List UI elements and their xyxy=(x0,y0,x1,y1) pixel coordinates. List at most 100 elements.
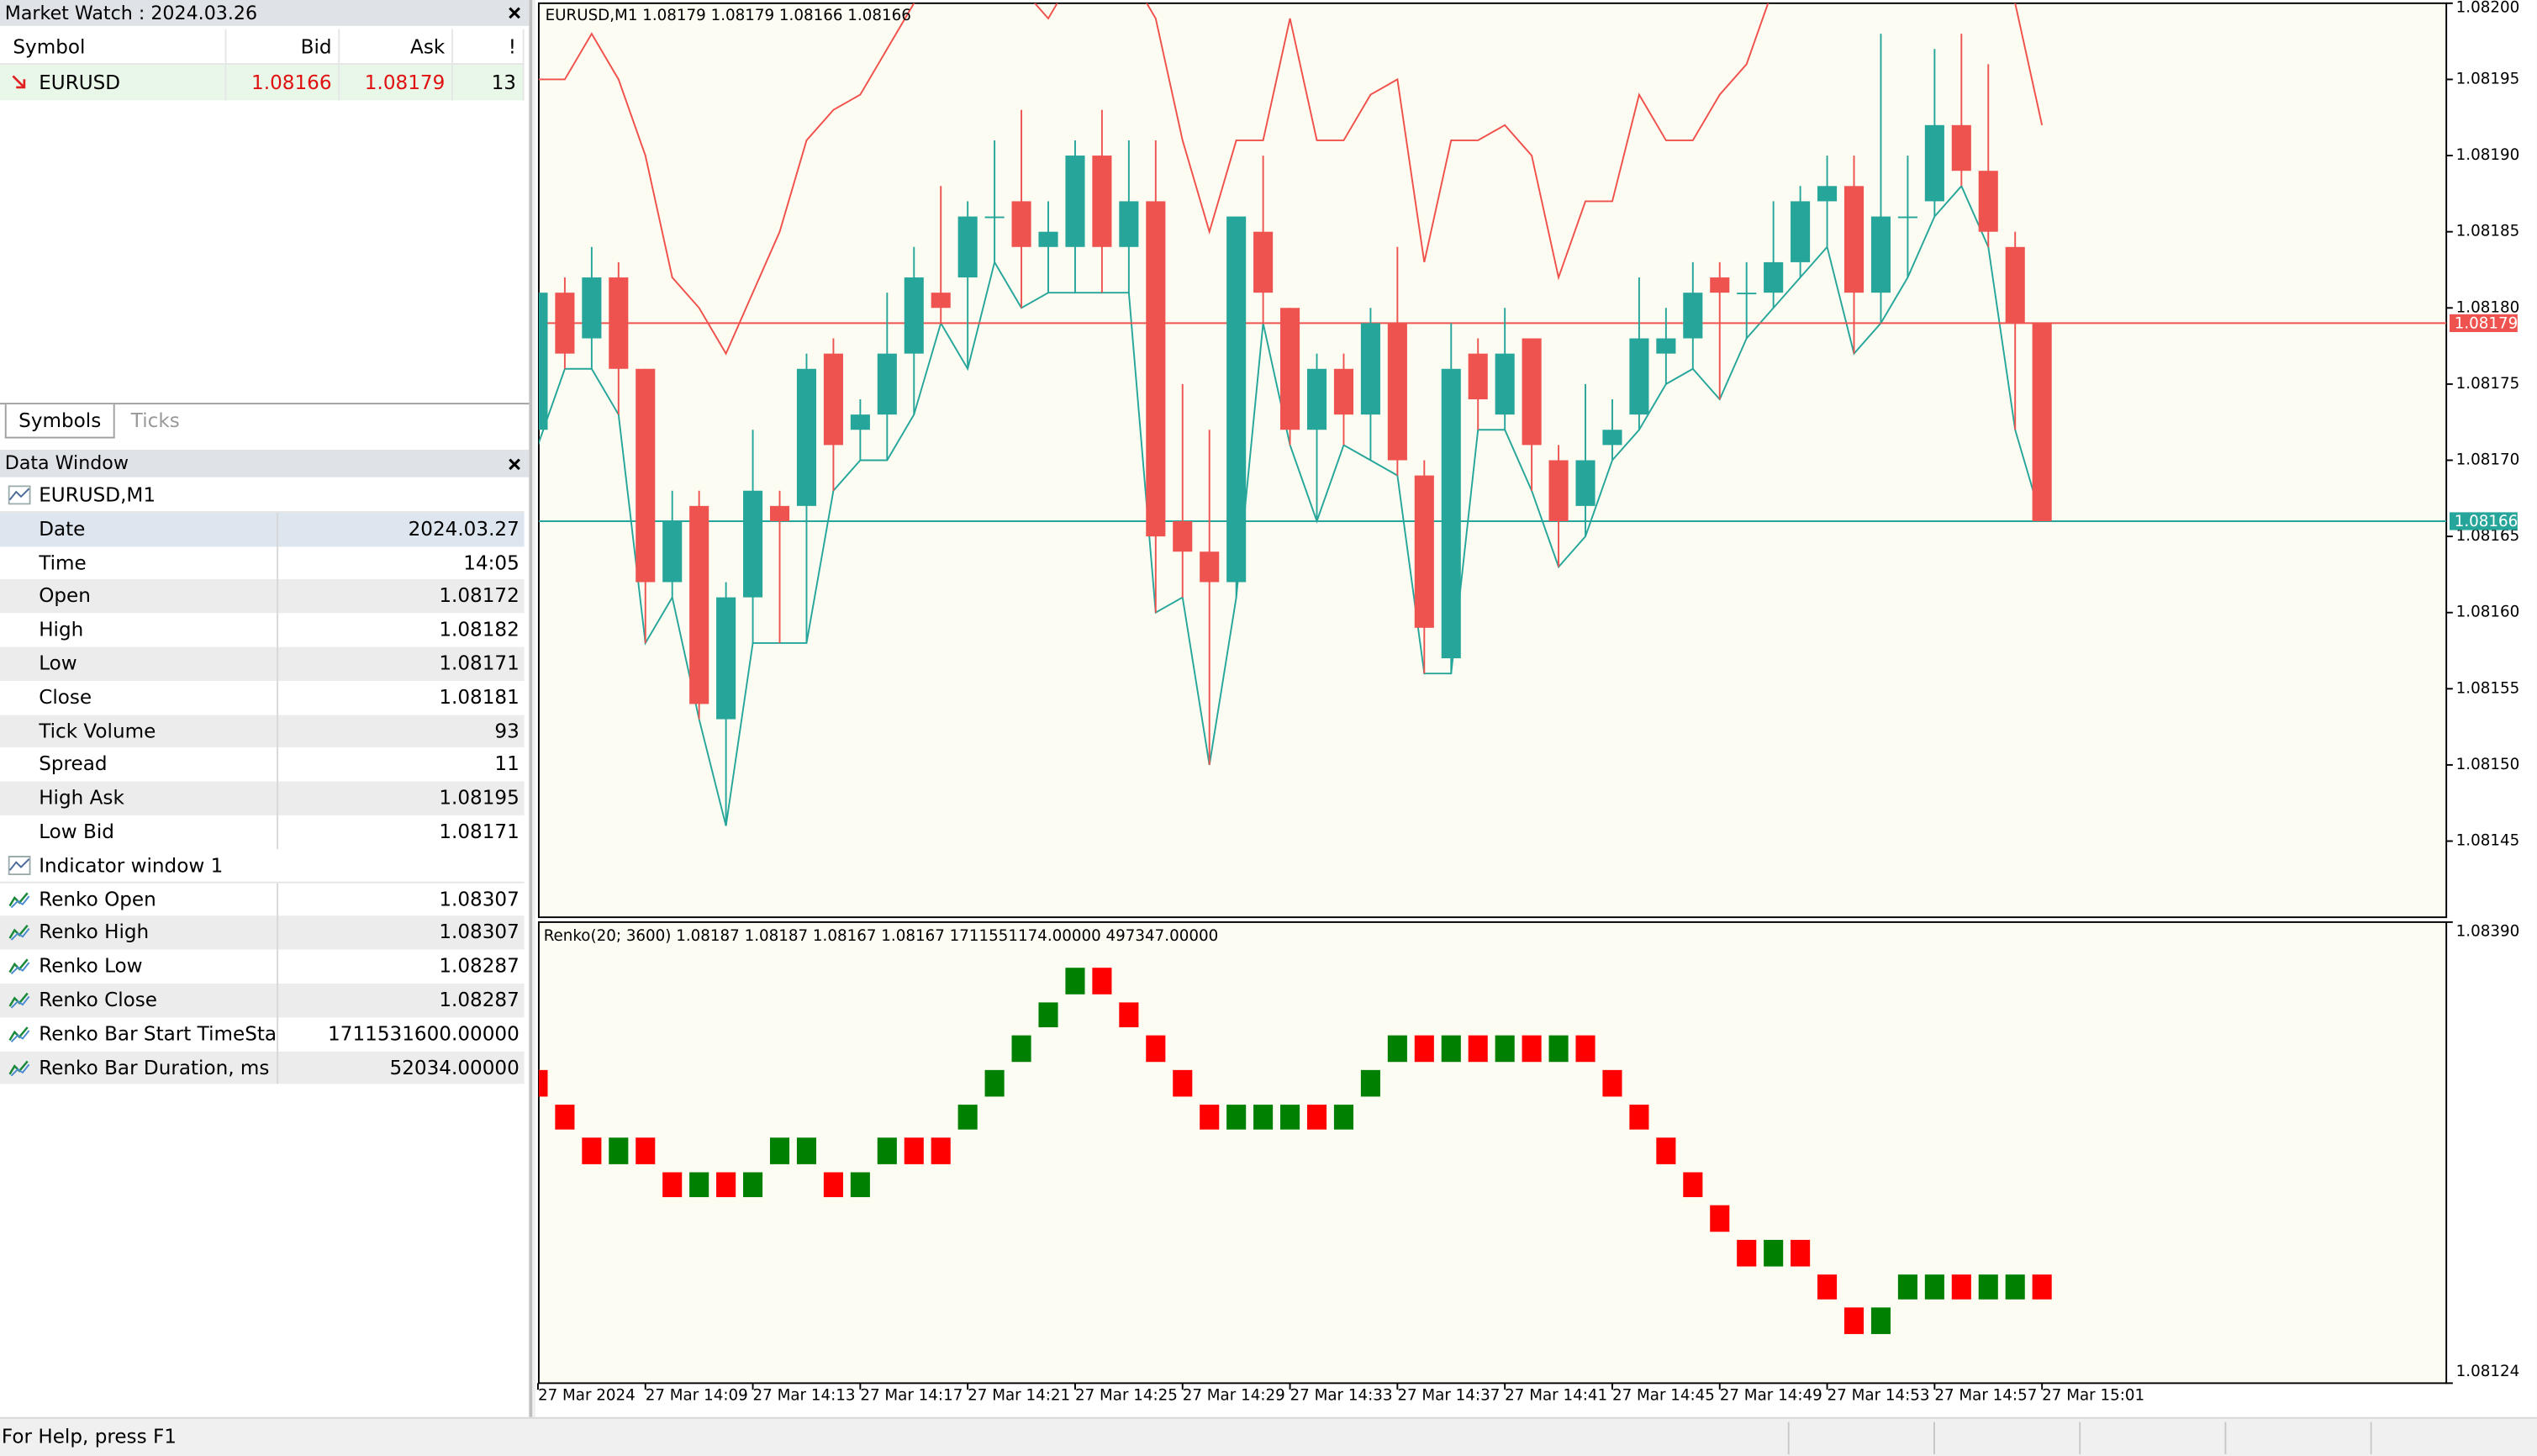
renko-brick xyxy=(904,1137,924,1164)
close-icon xyxy=(509,7,520,19)
symbol-cell[interactable]: 1.08166 xyxy=(226,64,340,101)
candle-body xyxy=(1200,551,1220,583)
price-tag xyxy=(2449,512,2518,530)
renko-brick xyxy=(1495,1035,1515,1063)
data-row xyxy=(0,915,525,950)
data-row xyxy=(0,613,525,647)
data-label: Renko Bar Start TimeSta... xyxy=(39,1017,279,1052)
data-value: 1.08171 xyxy=(439,820,520,843)
section-title[interactable]: Indicator window 1 xyxy=(39,853,224,877)
candle-body xyxy=(1870,216,1891,293)
tab[interactable]: Ticks xyxy=(130,409,180,432)
data-value: 1.08171 xyxy=(439,652,520,675)
candle-body xyxy=(743,490,763,598)
close-button[interactable] xyxy=(504,2,526,24)
price-tag-label: 1.08166 xyxy=(2455,513,2519,530)
candle-body xyxy=(1092,156,1112,247)
renko-brick xyxy=(1629,1105,1649,1130)
candle-body xyxy=(1683,293,1703,339)
candle-body xyxy=(1575,460,1596,506)
renko-plot xyxy=(537,921,2448,1385)
renko-brick xyxy=(796,1137,817,1164)
candle-body xyxy=(1038,231,1058,247)
section-icon xyxy=(8,855,31,875)
data-value: 93 xyxy=(494,719,520,742)
symbol-cell[interactable]: 13 xyxy=(453,64,525,101)
candle-body xyxy=(1333,368,1354,415)
candle-body xyxy=(1656,338,1676,354)
renko-brick xyxy=(1897,1274,1917,1300)
data-value: 1.08307 xyxy=(439,921,520,944)
main-series xyxy=(538,3,2447,826)
panel-title: Market Watch : 2024.03.26 xyxy=(0,0,530,26)
candle-body xyxy=(769,505,790,521)
tab-strip xyxy=(0,403,530,405)
candle-body xyxy=(1897,216,1917,219)
section-icon xyxy=(8,485,31,505)
candle-body xyxy=(1414,475,1434,628)
candle-body xyxy=(1522,338,1542,446)
renko-brick xyxy=(1387,1035,1407,1063)
indicator-icon xyxy=(8,1024,31,1043)
data-label: Close xyxy=(39,680,279,715)
candle-body xyxy=(1146,201,1166,537)
x-tick-label: 27 Mar 2024 xyxy=(538,1387,636,1405)
renko-brick xyxy=(1817,1274,1838,1300)
renko-brick xyxy=(1791,1239,1811,1267)
tab[interactable]: Symbols xyxy=(4,404,115,439)
data-row xyxy=(0,815,525,849)
candle-body xyxy=(1764,261,1784,293)
data-label: Renko Close xyxy=(39,984,279,1018)
candle-body xyxy=(1602,430,1622,446)
indicator-icon xyxy=(8,889,31,909)
candle-body xyxy=(582,277,602,339)
candle-body xyxy=(984,216,1005,219)
renko-brick xyxy=(957,1105,978,1130)
candle-body xyxy=(716,597,736,720)
candle-body xyxy=(2032,323,2052,521)
renko-brick xyxy=(636,1137,656,1164)
data-label: Open xyxy=(39,579,279,614)
panel-title: Data Window xyxy=(0,449,530,477)
renko-brick xyxy=(1306,1105,1327,1130)
main-plot xyxy=(537,2,2448,919)
close-button[interactable] xyxy=(504,453,526,476)
data-label: Tick Volume xyxy=(39,714,279,748)
y-tick-label: 1.08165 xyxy=(2456,527,2520,545)
section-title[interactable]: EURUSD,M1 xyxy=(39,483,156,507)
renko-brick xyxy=(609,1137,629,1164)
candle-body xyxy=(931,293,951,309)
data-value: 2024.03.27 xyxy=(408,517,520,541)
x-tick-label: 27 Mar 14:45 xyxy=(1612,1387,1715,1405)
renko-brick xyxy=(1710,1205,1730,1232)
renko-brick xyxy=(1978,1274,1998,1300)
data-value: 1711531600.00000 xyxy=(328,1021,520,1045)
data-value: 1.08287 xyxy=(439,988,520,1011)
data-row xyxy=(0,1017,525,1052)
column-header: Ask xyxy=(340,29,453,65)
y-tick-label: 1.08160 xyxy=(2456,604,2520,621)
candle-body xyxy=(1629,338,1649,415)
y-tick-label: 1.08180 xyxy=(2456,298,2520,316)
x-tick-label: 27 Mar 14:57 xyxy=(1934,1387,2037,1405)
symbol-cell[interactable]: EURUSD xyxy=(39,64,227,101)
x-tick-label: 27 Mar 14:41 xyxy=(1505,1387,1607,1405)
candle-body xyxy=(1817,186,1838,202)
renko-brick xyxy=(1843,1307,1865,1334)
y-tick-label: 1.08145 xyxy=(2456,832,2520,850)
data-value: 1.08172 xyxy=(439,584,520,608)
symbol-cell[interactable]: 1.08179 xyxy=(340,64,453,101)
data-label: Date xyxy=(39,512,279,546)
data-row xyxy=(0,546,525,580)
x-tick-label: 27 Mar 14:09 xyxy=(646,1387,748,1405)
data-value: 11 xyxy=(494,752,520,776)
data-row xyxy=(0,512,525,546)
x-tick-label: 27 Mar 14:53 xyxy=(1828,1387,1930,1405)
indicator-icon xyxy=(8,957,31,976)
status-bar: For Help, press F1 xyxy=(0,1416,2537,1456)
data-row xyxy=(0,714,525,748)
candle-body xyxy=(796,368,817,506)
x-tick-label: 27 Mar 14:21 xyxy=(968,1387,1070,1405)
status-separator xyxy=(2370,1422,2372,1455)
